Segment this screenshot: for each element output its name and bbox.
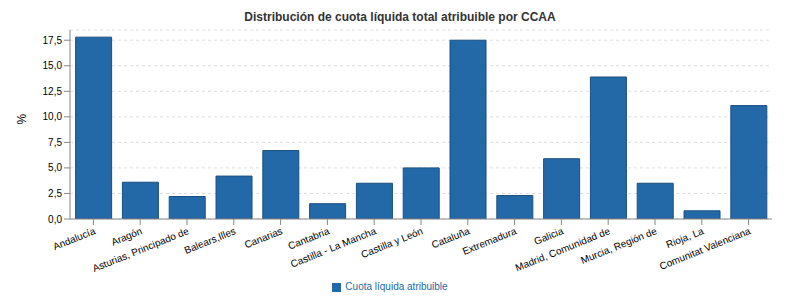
svg-text:Asturias, Principado de: Asturias, Principado de [91,225,191,274]
svg-text:Castilla y León: Castilla y León [359,225,424,260]
svg-text:Comunitat Valenciana: Comunitat Valenciana [658,225,753,272]
svg-text:Galicia: Galicia [532,225,565,247]
svg-text:Extremadura: Extremadura [461,225,519,257]
svg-text:Cataluña: Cataluña [430,225,472,251]
svg-text:12,5: 12,5 [43,86,63,97]
svg-text:Madrid, Comunidad de: Madrid, Comunidad de [513,225,612,274]
svg-text:Balears,Illes: Balears,Illes [183,225,238,256]
html-text:Distribución de cuota líquida: Distribución de cuota líquida total atri… [244,10,556,24]
svg-text:Castilla - La Mancha: Castilla - La Mancha [289,225,378,270]
svg-text:15,0: 15,0 [43,60,63,71]
svg-text:2,5: 2,5 [48,188,62,199]
svg-text:Aragón: Aragón [109,225,144,248]
svg-text:Canarias: Canarias [243,225,284,250]
svg-text:17,5: 17,5 [43,35,63,46]
svg-text:10,0: 10,0 [43,111,63,122]
svg-text:Cantabria: Cantabria [286,225,331,252]
svg-text:7,5: 7,5 [48,137,62,148]
svg-text:5,0: 5,0 [48,162,62,173]
svg-text:%: % [15,114,29,125]
svg-text:Murcia, Región de: Murcia, Región de [579,225,659,266]
svg-text:Rioja, La: Rioja, La [664,225,706,251]
svg-text:0,0: 0,0 [48,214,62,225]
svg-text:Andalucía: Andalucía [51,225,97,252]
html-text:Cuota líquida atribuible: Cuota líquida atribuible [345,281,448,292]
